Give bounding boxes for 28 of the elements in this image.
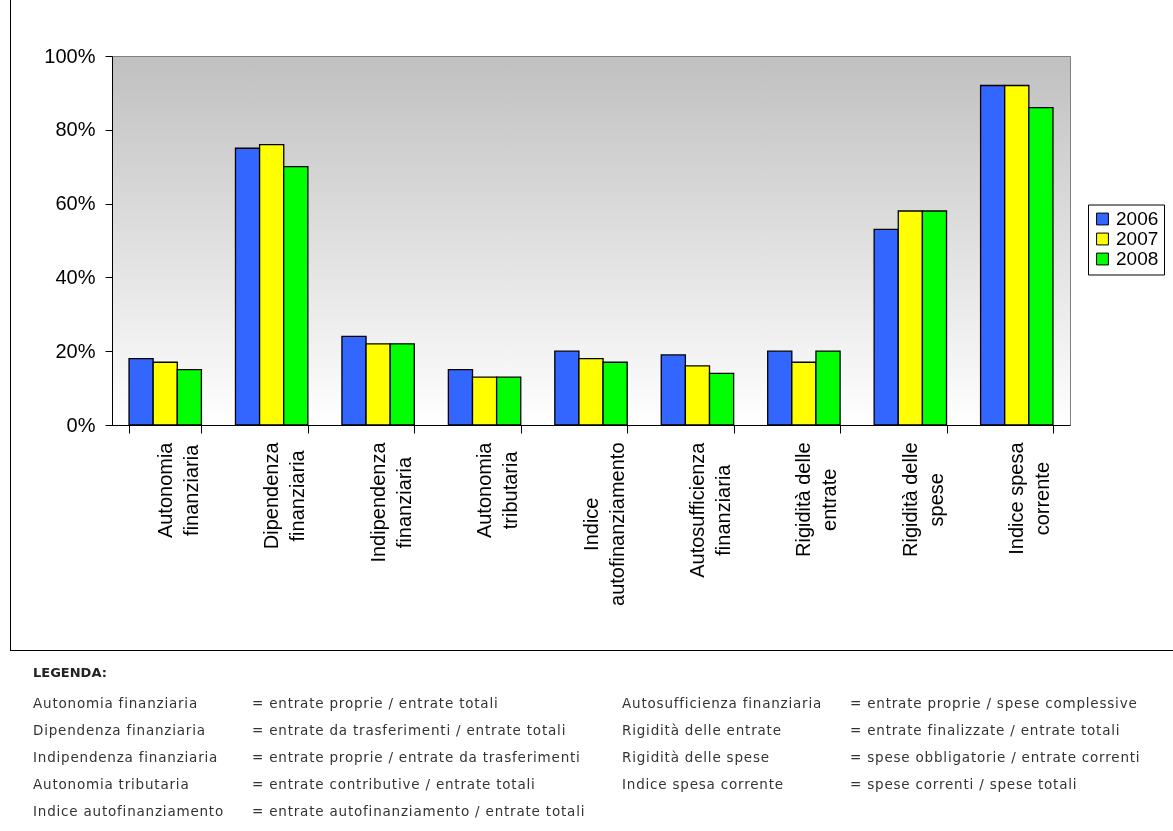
text: LEGENDA: bbox=[33, 665, 107, 680]
y-tick-label: 100% bbox=[44, 44, 96, 67]
text: Autonomia tributaria = entrate contributive / entrate totali bbox=[33, 776, 536, 792]
y-tick-label: 0% bbox=[66, 413, 96, 436]
y-tick-label: 60% bbox=[55, 192, 96, 215]
x-tick-label: Dipendenza finanziaria bbox=[260, 441, 309, 550]
text: Rigidità delle spese = spese obbligatorie / entrate correnti bbox=[622, 749, 1141, 765]
text: Rigidità delle entrate = entrate finalizzate / entrate totali bbox=[622, 722, 1121, 738]
x-tick-label: Indipendenza finanziaria bbox=[366, 441, 415, 563]
x-tick-label: Rigidità delle spese bbox=[898, 442, 947, 558]
y-tick-label: 20% bbox=[55, 339, 96, 362]
legend-label: 2006 bbox=[1116, 208, 1159, 229]
text: Indice spesa corrente = spese correnti / spese totali bbox=[622, 776, 1078, 792]
text: Autosufficienza finanziaria = entrate proprie / spese complessive bbox=[622, 695, 1138, 711]
x-tick-label: Autonomia tributaria bbox=[473, 441, 522, 539]
text: Indipendenza finanziaria = entrate proprie / entrate da trasferimenti bbox=[33, 749, 581, 765]
x-tick-label: Autonomia finanziaria bbox=[153, 441, 202, 539]
x-tick-label: Indice autofinanziamento bbox=[579, 442, 628, 606]
text: Dipendenza finanziaria = entrate da trasferimenti / entrate totali bbox=[33, 722, 567, 738]
y-tick-label: 80% bbox=[55, 118, 96, 141]
x-tick-label: Rigidità delle entrate bbox=[792, 442, 841, 558]
legend-label: 2007 bbox=[1116, 228, 1159, 249]
x-tick-label: Indice spesa corrente bbox=[1005, 441, 1054, 555]
text: Autonomia finanziaria = entrate proprie / entrate totali bbox=[33, 695, 499, 711]
x-tick-label: Autosufficienza finanziaria bbox=[685, 441, 734, 578]
y-tick-label: 40% bbox=[55, 265, 96, 288]
legend-label: 2008 bbox=[1116, 248, 1159, 269]
text: Indice autofinanziamento = entrate autofinanziamento / entrate totali bbox=[33, 803, 586, 819]
